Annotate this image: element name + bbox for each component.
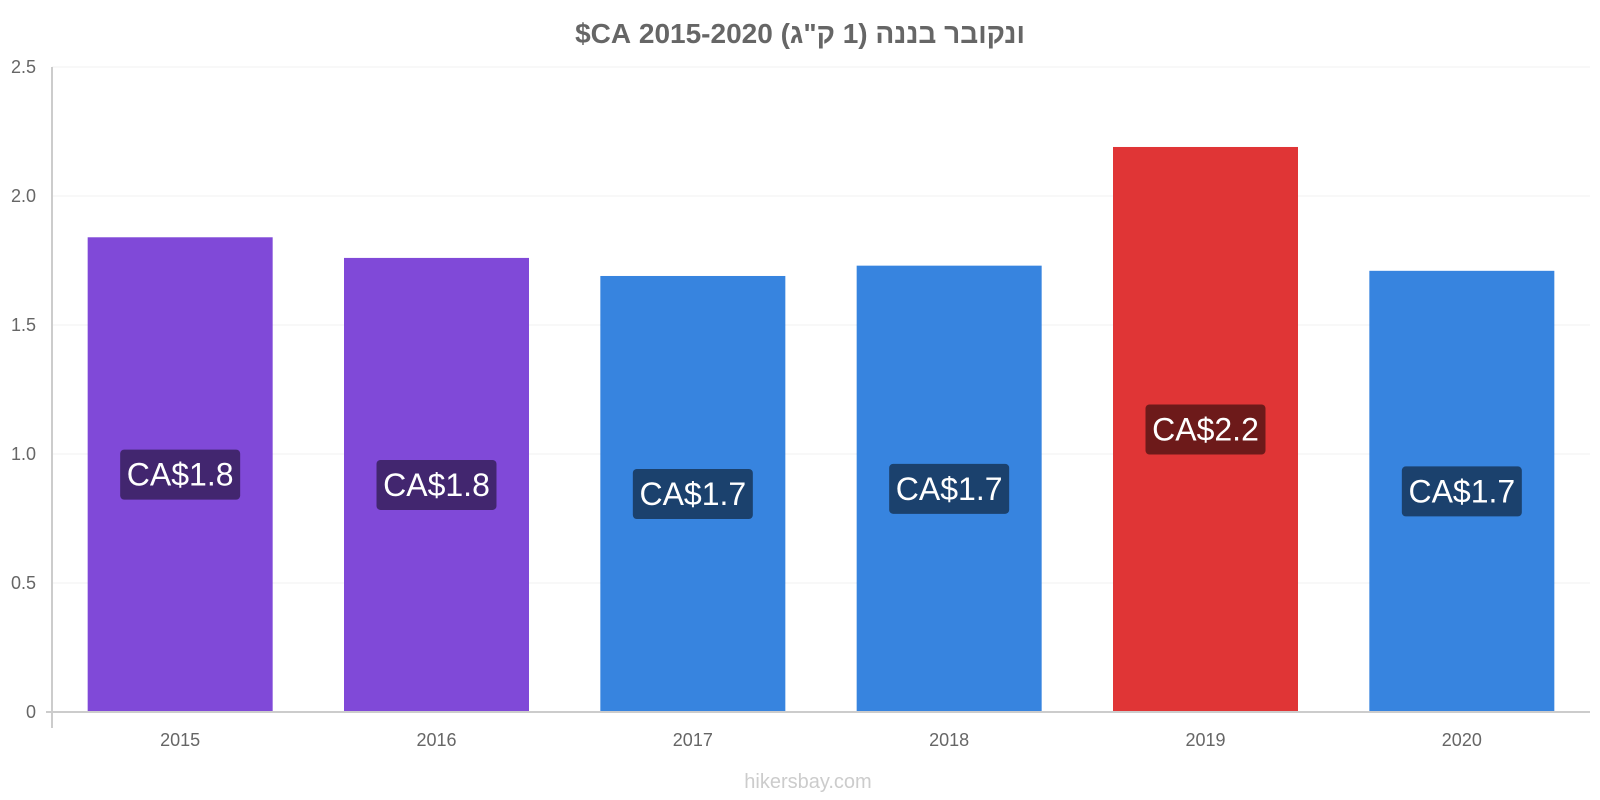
x-tick-label: 2016 [416, 730, 456, 750]
x-tick-label: 2018 [929, 730, 969, 750]
y-tick-label: 1.0 [11, 444, 36, 464]
value-label-box [1145, 404, 1266, 455]
y-tick-label: 2.5 [11, 57, 36, 77]
y-tick-label: 0 [26, 702, 36, 722]
value-label-box [632, 468, 753, 519]
value-label-box [376, 459, 497, 510]
x-tick-label: 2017 [673, 730, 713, 750]
axes: 0 0.5 1.0 1.5 2.0 2.5 2015 2016 2017 2018 2019 2020 [11, 57, 1590, 750]
value-label: CA$1.7 [1408, 473, 1515, 509]
grid-lines [52, 66, 1590, 584]
y-tick-label: 1.5 [11, 315, 36, 335]
value-label: CA$1.7 [896, 471, 1003, 507]
x-tick-label: 2020 [1442, 730, 1482, 750]
x-tick-label: 2015 [160, 730, 200, 750]
bars [87, 146, 1555, 713]
y-tick-label: 2.0 [11, 186, 36, 206]
y-tick-label: 0.5 [11, 573, 36, 593]
value-label: CA$1.8 [383, 467, 490, 503]
value-label-box [889, 463, 1010, 514]
value-label-box [120, 449, 241, 500]
value-labels: CA$1.8 CA$1.8 CA$1.7 CA$1.7 CA$2.2 CA$1.7 [120, 404, 1522, 519]
x-tick-label: 2019 [1185, 730, 1225, 750]
value-label: CA$1.8 [127, 457, 234, 493]
watermark: hikersbay.com [744, 771, 871, 793]
value-label-box [1401, 466, 1522, 517]
chart-title: ונקובר בננה (1 ק"ג) 2015-2020 CA$ [575, 18, 1025, 49]
value-label: CA$1.7 [639, 476, 746, 512]
value-label: CA$2.2 [1152, 411, 1259, 447]
